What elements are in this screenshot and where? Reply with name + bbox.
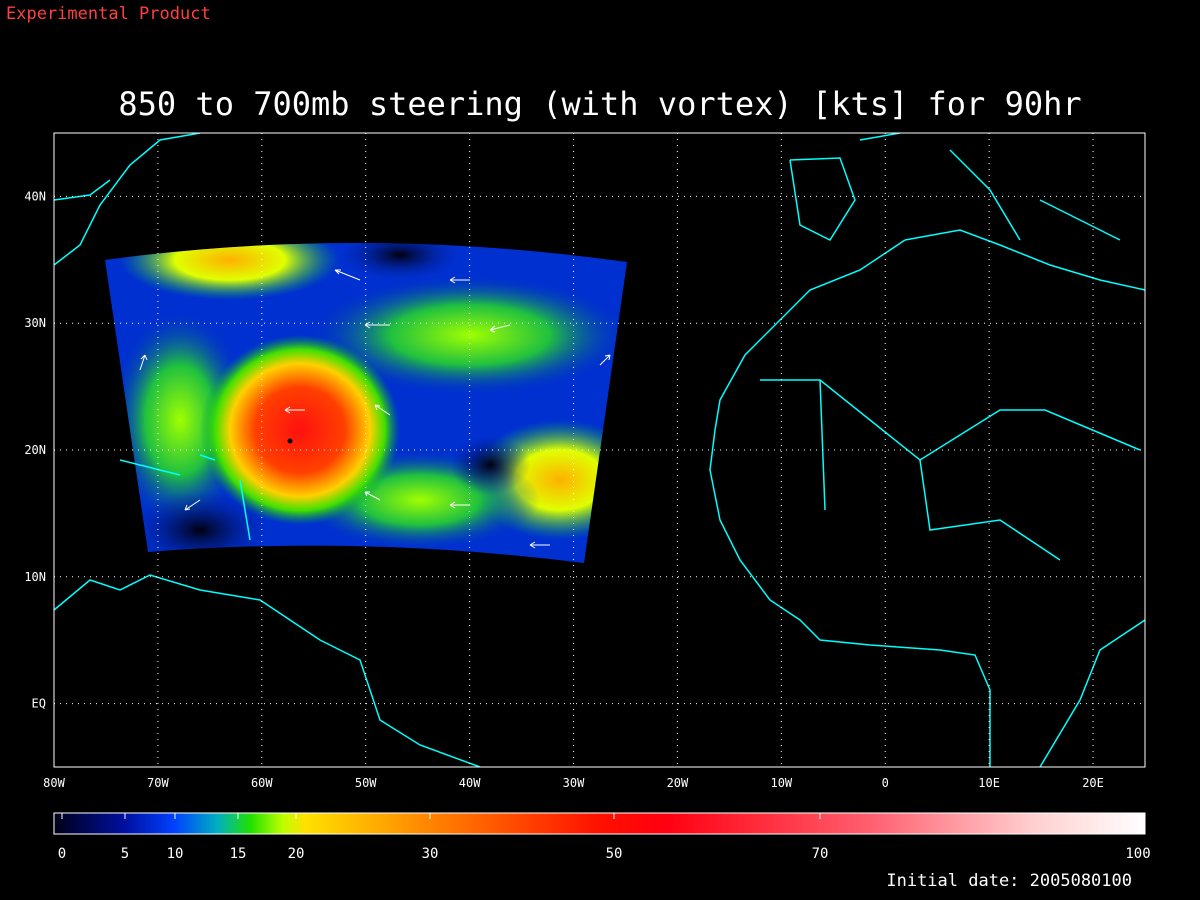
y-tick-label: 30N (24, 316, 46, 330)
experimental-label: Experimental Product (6, 4, 211, 24)
colorbar-label: 50 (606, 846, 623, 862)
x-tick-label: 50W (355, 776, 377, 790)
x-tick-label: 60W (251, 776, 273, 790)
y-tick-label: 40N (24, 189, 46, 203)
colorbar-label: 20 (288, 846, 305, 862)
colorbar-label: 10 (167, 846, 184, 862)
colorbar (53, 812, 1146, 835)
coastlines (54, 133, 1145, 767)
y-tick-label: EQ (32, 697, 46, 711)
x-tick-label: 10E (978, 776, 1000, 790)
colorbar-label: 30 (422, 846, 439, 862)
x-tick-label: 40W (459, 776, 481, 790)
wind-arrows (139, 269, 611, 549)
x-tick-label: 70W (147, 776, 169, 790)
initial-date: Initial date: 2005080100 (886, 871, 1132, 891)
colorbar-label: 100 (1125, 846, 1150, 862)
x-tick-label: 30W (563, 776, 585, 790)
x-tick-label: 20E (1082, 776, 1104, 790)
x-tick-label: 10W (770, 776, 792, 790)
x-tick-label: 80W (43, 776, 65, 790)
x-tick-label: 0 (882, 776, 889, 790)
colorbar-label: 5 (121, 846, 129, 862)
colorbar-label: 0 (58, 846, 66, 862)
colorbar-label: 15 (230, 846, 247, 862)
colorbar-label: 70 (812, 846, 829, 862)
wind-field (105, 242, 627, 563)
map (54, 133, 1145, 767)
y-tick-label: 10N (24, 570, 46, 584)
x-tick-label: 20W (667, 776, 689, 790)
map-title: 850 to 700mb steering (with vortex) [kts… (118, 85, 1081, 123)
y-tick-label: 20N (24, 443, 46, 457)
